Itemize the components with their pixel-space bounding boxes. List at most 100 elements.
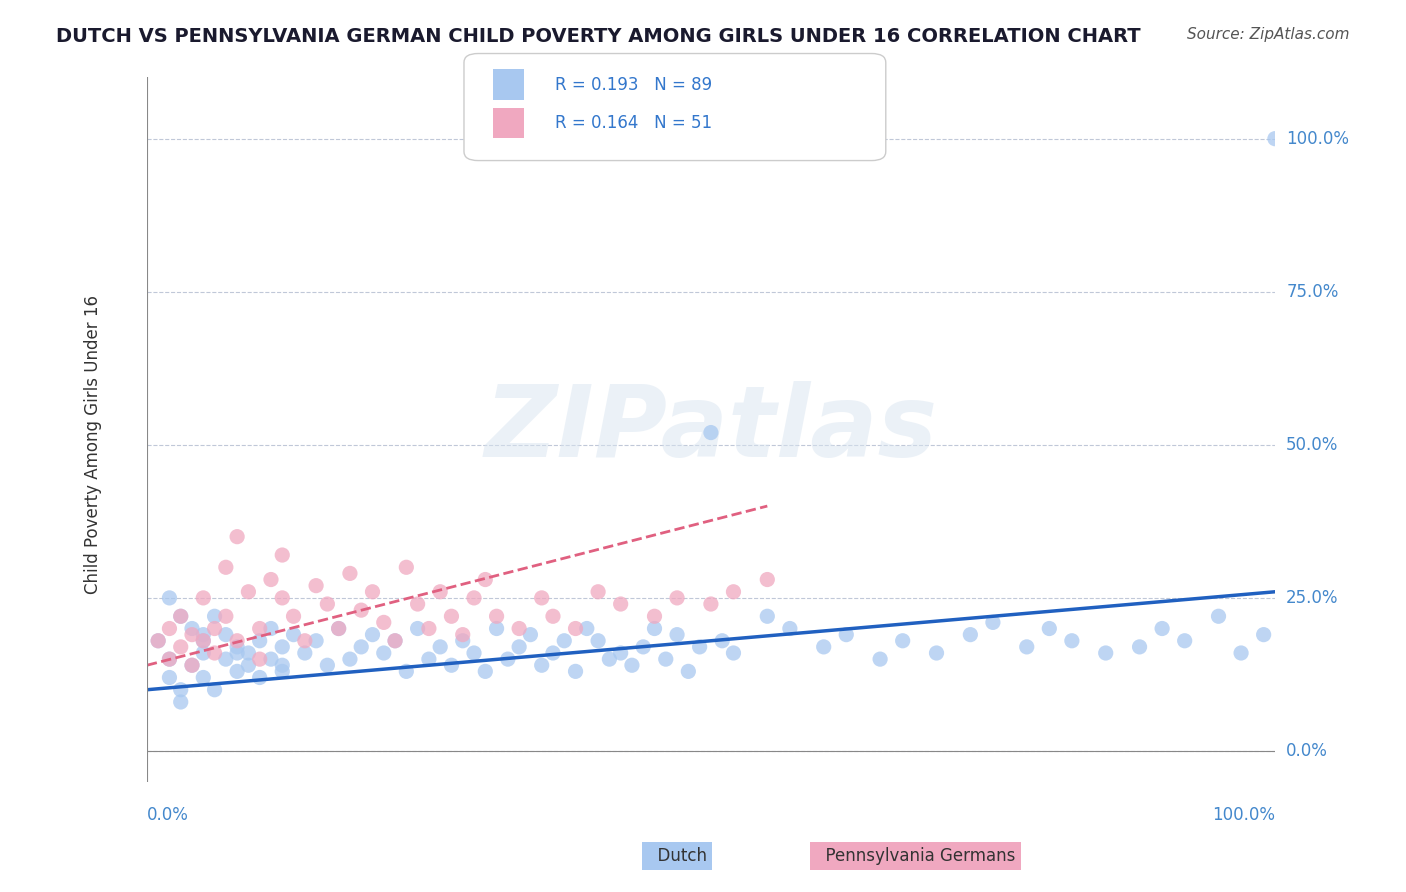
Point: [249, 633, 271, 648]
Point: [159, 671, 181, 685]
Point: [598, 652, 620, 666]
Point: [181, 658, 204, 673]
Text: Child Poverty Among Girls Under 16: Child Poverty Among Girls Under 16: [84, 295, 101, 594]
Point: [226, 646, 249, 660]
Point: [170, 695, 193, 709]
Point: [418, 652, 440, 666]
Point: [260, 652, 283, 666]
Point: [305, 633, 328, 648]
Point: [700, 425, 723, 440]
Point: [226, 640, 249, 654]
Point: [891, 633, 914, 648]
Point: [238, 646, 260, 660]
Text: 25.0%: 25.0%: [1286, 589, 1339, 607]
Point: [1208, 609, 1230, 624]
Point: [384, 633, 406, 648]
Point: [756, 609, 779, 624]
Point: [395, 560, 418, 574]
Point: [451, 633, 474, 648]
Point: [384, 633, 406, 648]
Point: [689, 640, 711, 654]
Point: [159, 622, 181, 636]
Point: [193, 591, 215, 605]
Text: 100.0%: 100.0%: [1286, 129, 1350, 148]
Point: [193, 671, 215, 685]
Point: [204, 609, 226, 624]
Point: [530, 591, 553, 605]
Point: [723, 646, 745, 660]
Point: [215, 560, 238, 574]
Point: [813, 640, 835, 654]
Point: [1015, 640, 1038, 654]
Point: [609, 646, 631, 660]
Point: [193, 646, 215, 660]
Text: 100.0%: 100.0%: [1212, 806, 1275, 824]
Point: [429, 584, 451, 599]
Point: [193, 627, 215, 641]
Point: [215, 627, 238, 641]
Point: [170, 609, 193, 624]
Point: [609, 597, 631, 611]
Point: [215, 652, 238, 666]
Point: [395, 665, 418, 679]
Text: ZIPatlas: ZIPatlas: [484, 381, 938, 478]
Point: [1174, 633, 1197, 648]
Point: [283, 627, 305, 641]
Point: [294, 633, 316, 648]
Point: [440, 658, 463, 673]
Point: [474, 573, 496, 587]
Point: [204, 646, 226, 660]
Point: [271, 591, 294, 605]
Point: [283, 609, 305, 624]
Point: [159, 591, 181, 605]
Point: [519, 627, 541, 641]
Point: [1264, 131, 1286, 145]
Point: [271, 658, 294, 673]
Point: [328, 622, 350, 636]
Point: [666, 627, 689, 641]
Text: 0.0%: 0.0%: [146, 806, 188, 824]
Point: [620, 658, 643, 673]
Point: [339, 566, 361, 581]
Point: [644, 609, 666, 624]
Point: [981, 615, 1004, 630]
Point: [463, 646, 485, 660]
Point: [249, 622, 271, 636]
Point: [361, 584, 384, 599]
Point: [181, 622, 204, 636]
Point: [474, 665, 496, 679]
Point: [226, 530, 249, 544]
Point: [869, 652, 891, 666]
Point: [440, 609, 463, 624]
Point: [485, 622, 508, 636]
Point: [541, 646, 564, 660]
Point: [1038, 622, 1060, 636]
Point: [1060, 633, 1083, 648]
Point: [193, 633, 215, 648]
Point: [925, 646, 948, 660]
Text: 0.0%: 0.0%: [1286, 742, 1329, 760]
Point: [193, 633, 215, 648]
Point: [339, 652, 361, 666]
Point: [271, 640, 294, 654]
Point: [170, 609, 193, 624]
Point: [508, 622, 530, 636]
Point: [226, 665, 249, 679]
Point: [1253, 627, 1275, 641]
Point: [350, 603, 373, 617]
Point: [249, 671, 271, 685]
Text: DUTCH VS PENNSYLVANIA GERMAN CHILD POVERTY AMONG GIRLS UNDER 16 CORRELATION CHAR: DUTCH VS PENNSYLVANIA GERMAN CHILD POVER…: [56, 27, 1140, 45]
Point: [238, 658, 260, 673]
Point: [294, 646, 316, 660]
Text: Dutch: Dutch: [647, 847, 707, 865]
Point: [541, 609, 564, 624]
Point: [316, 597, 339, 611]
Point: [271, 665, 294, 679]
Point: [723, 584, 745, 599]
Point: [586, 584, 609, 599]
Text: 75.0%: 75.0%: [1286, 283, 1339, 301]
Point: [238, 584, 260, 599]
Point: [463, 591, 485, 605]
Point: [644, 622, 666, 636]
Text: Source: ZipAtlas.com: Source: ZipAtlas.com: [1187, 27, 1350, 42]
